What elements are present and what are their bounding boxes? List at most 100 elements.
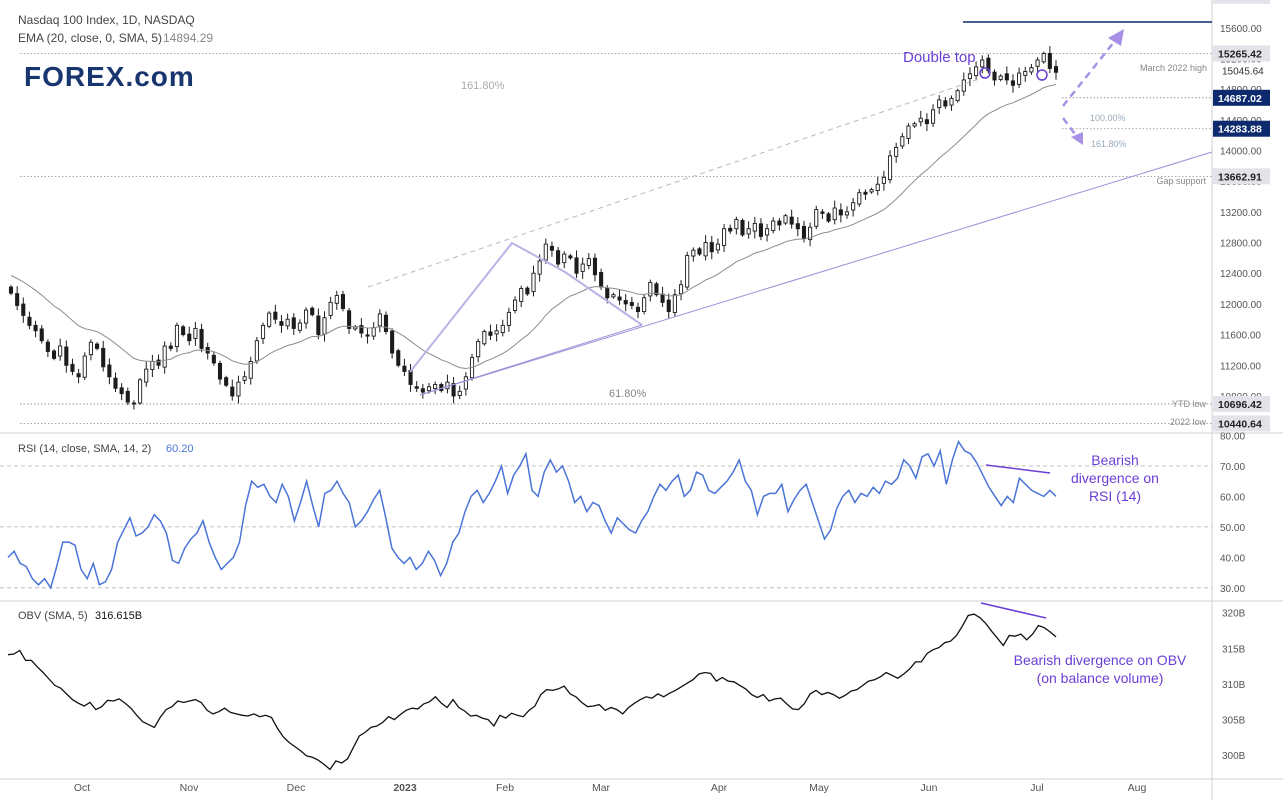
candle <box>531 265 536 297</box>
low-2022-badge: 10440.64 <box>1213 415 1270 432</box>
last-price-label: 15045.64 <box>1222 66 1264 77</box>
candle <box>1029 63 1034 75</box>
candle <box>998 74 1003 82</box>
candle <box>291 313 296 335</box>
candle <box>64 340 69 373</box>
candle-body <box>267 312 272 327</box>
level-1618-badge-text: 14283.88 <box>1218 124 1262 136</box>
candle <box>8 285 14 296</box>
reference-lines <box>0 21 1212 589</box>
candle <box>543 238 548 264</box>
ema-value: 14894.29 <box>163 31 213 45</box>
candle-body <box>629 302 634 306</box>
candle <box>777 218 782 231</box>
candle-body <box>1053 66 1059 73</box>
candle <box>76 369 81 384</box>
candle-body <box>224 377 229 386</box>
candle <box>285 313 290 330</box>
price-tick-label: 11200.00 <box>1220 361 1261 372</box>
candle-body <box>875 183 880 191</box>
candle <box>1053 60 1059 80</box>
rsi-tick-label: 30.00 <box>1220 584 1245 595</box>
price-tick-label: 12800.00 <box>1220 239 1262 250</box>
candle <box>248 356 253 385</box>
gap-support-badge-text: 13662.91 <box>1218 171 1262 183</box>
candle <box>660 286 665 308</box>
candle <box>420 384 425 399</box>
candle <box>875 176 880 196</box>
candle-body <box>826 213 831 222</box>
candle-body <box>426 386 432 392</box>
candle-body <box>1004 73 1009 81</box>
candle <box>457 385 462 400</box>
candle <box>445 374 450 394</box>
candle-body <box>174 324 180 348</box>
bullish-arrow-line <box>1062 36 1119 107</box>
candle-body <box>457 390 462 396</box>
fib-161-label: 161.80% <box>461 80 505 92</box>
candle-body <box>722 228 727 246</box>
channel-dashed-line <box>367 76 986 288</box>
candle <box>1041 51 1046 64</box>
candle <box>574 250 579 278</box>
candle <box>1017 67 1022 89</box>
abcd-pattern-base <box>419 324 643 396</box>
level-1618-badge: 14283.88 <box>1213 120 1270 137</box>
candle <box>1004 66 1009 85</box>
candle <box>715 238 720 254</box>
candle-body <box>254 340 259 362</box>
top-price-badge-bg <box>1213 0 1270 4</box>
candle-body <box>697 248 702 255</box>
candle-body <box>715 243 720 251</box>
axes-layer[interactable]: 10800.0011200.0011600.0012000.0012400.00… <box>74 0 1270 794</box>
support-trendline <box>419 151 1213 396</box>
candle-body <box>377 313 382 327</box>
candle-body <box>260 324 266 339</box>
candle <box>113 372 118 393</box>
ytd-low-badge-text: 10696.42 <box>1218 399 1262 411</box>
fib-618-label: 61.80% <box>609 388 647 400</box>
candle-body <box>912 123 917 127</box>
candle-body <box>838 209 843 216</box>
level-1618-badge-bg <box>1213 120 1270 137</box>
rsi-label: RSI (14, close, SMA, 14, 2) <box>18 443 151 455</box>
candle <box>678 280 684 301</box>
candle-body <box>95 343 100 349</box>
candle-body <box>242 376 247 381</box>
rsi-tick-label: 40.00 <box>1220 553 1245 564</box>
obv-line <box>7 613 1057 771</box>
candle-body <box>476 341 481 358</box>
candle-body <box>187 333 192 342</box>
candle <box>967 67 972 86</box>
candle-body <box>51 350 57 359</box>
candle <box>931 104 936 127</box>
candle-body <box>396 350 401 366</box>
candle-body <box>974 66 979 77</box>
bullish-arrow-head <box>1108 29 1124 46</box>
ema-label: EMA (20, close, 0, SMA, 5) <box>18 31 162 45</box>
obv-series <box>7 613 1057 771</box>
candle <box>322 311 327 342</box>
candle <box>918 110 923 127</box>
candle <box>500 319 505 337</box>
candle-body <box>33 324 38 332</box>
candle-body <box>113 377 118 389</box>
candle-body <box>463 376 468 390</box>
candle-body <box>623 300 628 305</box>
candle-body <box>82 355 87 378</box>
candle <box>328 296 333 320</box>
price-tick-label: 11600.00 <box>1220 331 1261 342</box>
march-high-badge: 15265.42 <box>1213 45 1270 62</box>
candle-body <box>758 223 763 237</box>
candle-body <box>285 318 290 327</box>
candle-body <box>949 97 954 106</box>
candle <box>383 311 389 335</box>
candle <box>623 294 628 312</box>
candle-body <box>168 345 173 349</box>
candle-body <box>193 328 198 339</box>
candle <box>347 307 352 335</box>
candle-body <box>211 354 216 364</box>
obv-tick-label: 310B <box>1222 680 1246 691</box>
candle <box>340 290 345 312</box>
